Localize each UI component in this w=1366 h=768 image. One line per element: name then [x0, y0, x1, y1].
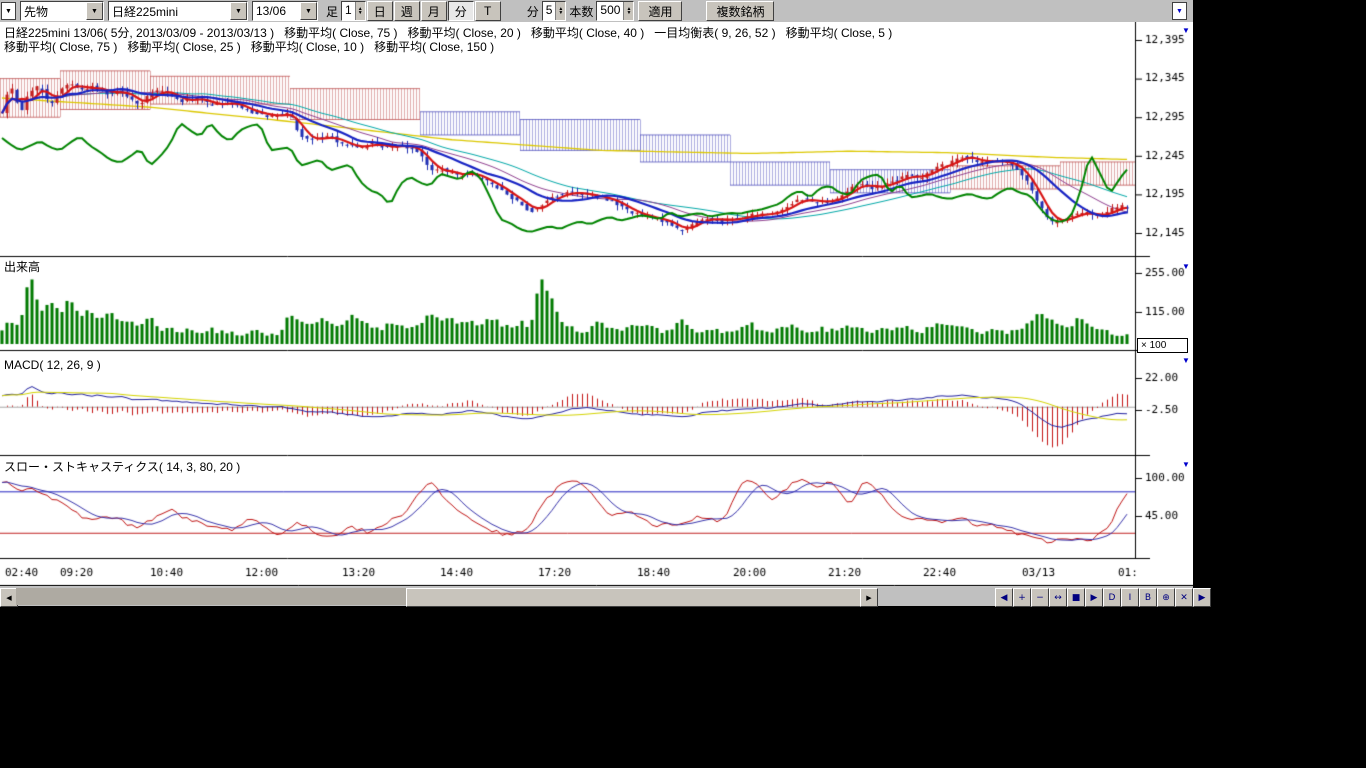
- stochastics-panel-label: スロー・ストキャスティクス( 14, 3, 80, 20 ): [4, 460, 241, 474]
- chevron-down-icon[interactable]: ▼: [300, 2, 317, 20]
- arrow-left-icon: ◀: [6, 594, 12, 602]
- chart-nav-button-11[interactable]: ▶: [1193, 588, 1211, 607]
- chart-nav-button-4[interactable]: ■: [1067, 588, 1085, 607]
- scrollbar-track[interactable]: [16, 588, 876, 607]
- period-button-月[interactable]: 月: [420, 1, 447, 21]
- chevron-down-icon: ▼: [5, 7, 12, 15]
- contract-month-value: 13/06: [256, 4, 287, 18]
- market-select[interactable]: 先物 ▼: [20, 1, 104, 21]
- scrollbar-thumb[interactable]: [406, 588, 876, 607]
- chart-nav-button-1[interactable]: +: [1013, 588, 1031, 607]
- chart-nav-button-6[interactable]: D: [1103, 588, 1121, 607]
- chart-nav-button-9[interactable]: ⊕: [1157, 588, 1175, 607]
- symbol-select-value: 日経225mini: [112, 4, 179, 19]
- price-panel-menu-button[interactable]: ▼: [1182, 26, 1190, 35]
- chart-nav-button-8[interactable]: B: [1139, 588, 1157, 607]
- bar-count-value: 500: [600, 3, 621, 17]
- market-select-value: 先物: [24, 4, 49, 19]
- minutes-value: 5: [545, 3, 553, 17]
- volume-unit-badge: × 100: [1137, 338, 1188, 353]
- period-button-分[interactable]: 分: [447, 1, 474, 21]
- period-button-週[interactable]: 週: [393, 1, 420, 21]
- bar-count-input[interactable]: 500 ▲ ▼: [596, 1, 635, 21]
- bar-interval-input[interactable]: 1 ▲ ▼: [341, 1, 366, 21]
- period-button-日[interactable]: 日: [366, 1, 393, 21]
- volume-panel-menu-button[interactable]: ▼: [1182, 262, 1190, 271]
- window-menu-button[interactable]: ▼: [1, 2, 16, 20]
- chart-nav-button-0[interactable]: ◀: [995, 588, 1013, 607]
- chart-canvas[interactable]: [0, 22, 1193, 586]
- chart-nav-button-group: ◀ + − ↔ ■ ▶ D I B ⊕ ✕ ▶: [995, 588, 1211, 607]
- chevron-down-icon[interactable]: ▼: [230, 2, 247, 20]
- arrow-right-icon: ▶: [866, 594, 872, 602]
- spinner-icon[interactable]: ▲ ▼: [623, 2, 634, 20]
- chart-nav-button-5[interactable]: ▶: [1085, 588, 1103, 607]
- chart-nav-button-2[interactable]: −: [1031, 588, 1049, 607]
- scroll-right-button[interactable]: ▶: [860, 588, 878, 607]
- chart-nav-button-10[interactable]: ✕: [1175, 588, 1193, 607]
- chart-title-line2: 移動平均( Close, 75 ) 移動平均( Close, 25 ) 移動平均…: [4, 40, 495, 54]
- macd-panel-label: MACD( 12, 26, 9 ): [4, 358, 101, 372]
- macd-panel-menu-button[interactable]: ▼: [1182, 356, 1190, 365]
- minutes-label: 分: [526, 4, 539, 19]
- bar-interval-value: 1: [345, 3, 352, 17]
- toolbar-corner-dropdown[interactable]: ▼: [1172, 2, 1187, 20]
- bar-type-label: 足: [326, 4, 339, 19]
- symbol-select[interactable]: 日経225mini ▼: [108, 1, 248, 21]
- bar-count-label: 本数: [569, 4, 594, 19]
- chevron-down-icon[interactable]: ▼: [86, 2, 103, 20]
- bottom-scrollbar-row: ◀ ▶ ◀ + − ↔ ■ ▶ D I B ⊕ ✕ ▶: [0, 588, 1211, 607]
- multi-symbol-button[interactable]: 複数銘柄: [706, 1, 775, 21]
- period-button-T[interactable]: T: [474, 1, 501, 21]
- stochastics-panel-menu-button[interactable]: ▼: [1182, 460, 1190, 469]
- chevron-down-icon: ▼: [1176, 7, 1183, 15]
- contract-month-select[interactable]: 13/06 ▼: [252, 1, 318, 21]
- spinner-icon[interactable]: ▲ ▼: [555, 2, 566, 20]
- chart-nav-button-3[interactable]: ↔: [1049, 588, 1067, 607]
- chart-nav-button-7[interactable]: I: [1121, 588, 1139, 607]
- apply-button[interactable]: 適用: [638, 1, 683, 21]
- spinner-icon[interactable]: ▲ ▼: [354, 2, 365, 20]
- minutes-input[interactable]: 5 ▲ ▼: [541, 1, 567, 21]
- chart-title-line1: 日経225mini 13/06( 5分, 2013/03/09 - 2013/0…: [4, 26, 893, 40]
- volume-panel-label: 出来高: [4, 260, 41, 274]
